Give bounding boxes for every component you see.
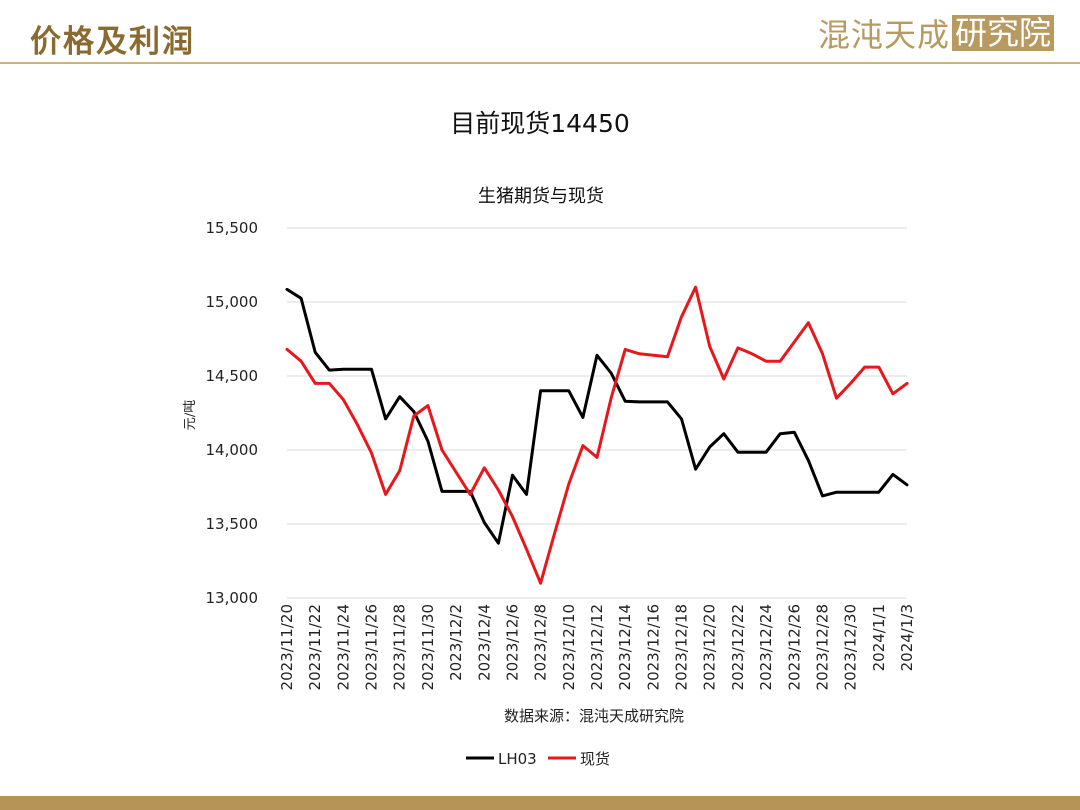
x-tick-label: 2023/12/6	[503, 604, 521, 681]
x-tick-label: 2023/12/24	[757, 604, 775, 690]
y-axis-ticks: 13,000 13,500 14,000 14,500 15,000 15,500	[206, 219, 259, 607]
x-tick-label: 2023/11/28	[391, 604, 409, 690]
y-tick-label: 15,500	[206, 219, 259, 237]
x-tick-label: 2023/12/14	[616, 604, 634, 690]
x-tick-label: 2023/12/20	[701, 604, 719, 690]
legend-label: LH03	[498, 750, 537, 768]
x-tick-label: 2023/12/26	[785, 604, 803, 690]
y-tick-label: 13,000	[206, 589, 259, 607]
header-divider	[0, 62, 1080, 64]
legend-label: 现货	[580, 750, 610, 768]
x-tick-label: 2023/12/4	[475, 604, 493, 681]
x-tick-label: 2023/12/10	[560, 604, 578, 690]
x-tick-label: 2024/1/1	[870, 604, 888, 671]
section-title: 价格及利润	[30, 24, 195, 60]
series-line-spot	[285, 285, 909, 585]
y-tick-label: 14,000	[206, 441, 259, 459]
y-tick-label: 14,500	[206, 367, 259, 385]
slide-heading: 目前现货14450	[450, 109, 630, 138]
x-tick-label: 2023/11/24	[334, 604, 352, 690]
x-tick-label: 2023/11/26	[363, 604, 381, 690]
legend: LH03 现货	[466, 750, 610, 768]
x-tick-label: 2023/12/18	[673, 604, 691, 690]
y-axis-label: 元/吨	[183, 400, 198, 430]
source-note: 数据来源：混沌天成研究院	[504, 707, 684, 725]
x-tick-label: 2023/11/30	[419, 604, 437, 690]
x-tick-label: 2024/1/3	[898, 604, 916, 671]
footer-bar	[0, 796, 1080, 810]
brand-box: 研究院	[951, 15, 1054, 51]
x-tick-label: 2023/11/22	[306, 604, 324, 690]
x-tick-label: 2023/12/8	[532, 604, 550, 681]
x-tick-label: 2023/12/12	[588, 604, 606, 690]
x-tick-label: 2023/12/22	[729, 604, 747, 690]
x-tick-label: 2023/12/16	[644, 604, 662, 690]
x-tick-label: 2023/12/2	[447, 604, 465, 681]
chart-title: 生猪期货与现货	[478, 186, 604, 207]
x-tick-label: 2023/11/20	[278, 604, 296, 690]
brand-name: 混沌天成	[817, 16, 950, 54]
x-tick-label: 2023/12/28	[813, 604, 831, 690]
x-axis-ticks: 2023/11/20 2023/11/22 2023/11/24 2023/11/26…	[278, 604, 916, 690]
series-line-lh03	[285, 287, 909, 545]
y-tick-label: 13,500	[206, 515, 259, 533]
series-lines	[285, 285, 909, 585]
y-tick-label: 15,000	[206, 293, 259, 311]
x-tick-label: 2023/12/30	[842, 604, 860, 690]
brand-logo: 混沌天成 研究院	[818, 14, 1054, 54]
grid-lines	[287, 227, 907, 599]
